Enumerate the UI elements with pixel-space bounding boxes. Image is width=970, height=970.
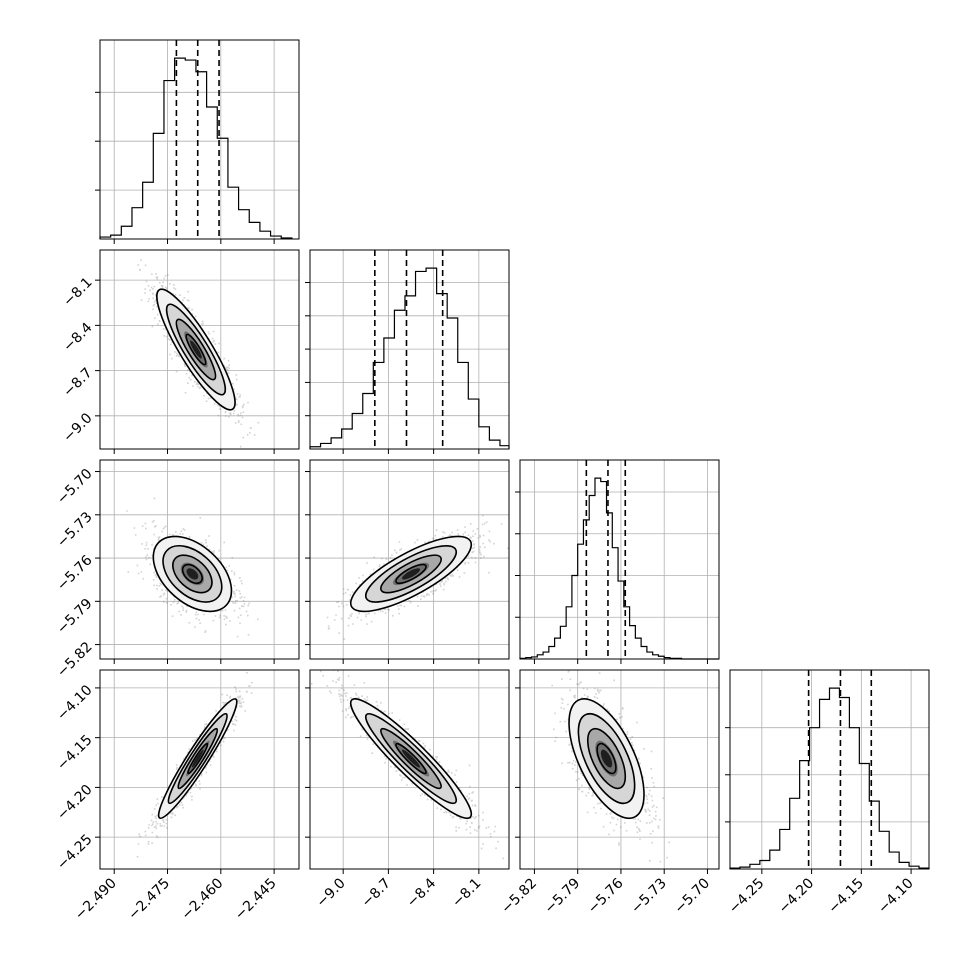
y-tick-label-1-2: −8.4	[60, 320, 95, 355]
pair-panel-2-1	[305, 459, 510, 664]
y-tick-label-3-3: −4.10	[54, 682, 96, 724]
y-tick-label-3-2: −4.15	[54, 732, 96, 774]
pair-1-contour-3	[152, 535, 233, 613]
pair-panel-2-0	[95, 459, 300, 664]
pair-4-density-4	[401, 749, 421, 768]
hist-3-frame	[729, 669, 930, 870]
pair-4-contour-1	[380, 727, 442, 790]
hist-1-frame	[309, 249, 510, 450]
hist-0-frame	[99, 39, 300, 240]
pair-0-density-4	[190, 340, 202, 359]
pair-0-contour-1	[175, 318, 217, 381]
x-tick-label-1-1: −8.7	[359, 875, 394, 910]
pair-5-density-4	[600, 749, 613, 768]
pair-2-contour-0	[395, 563, 427, 585]
pair-5-contour-3	[568, 698, 645, 820]
x-tick-label-1-0: −9.0	[313, 875, 348, 910]
pair-3-contour-2	[167, 712, 228, 805]
y-tick-label-1-0: −9.0	[60, 410, 95, 445]
y-tick-label-2-1: −5.79	[54, 596, 96, 638]
pair-3-density-4	[191, 749, 204, 768]
pair-3-contour-3	[157, 698, 238, 820]
y-tick-label-2-4: −5.70	[54, 466, 96, 508]
hist-3-bars	[729, 687, 930, 869]
y-tick-label-1-3: −8.1	[60, 274, 95, 309]
x-tick-label-3-1: −4.20	[776, 875, 818, 917]
hist-panel-3	[725, 669, 930, 874]
x-tick-label-2-1: −5.79	[542, 875, 584, 917]
x-tick-label-3-3: −4.10	[875, 875, 917, 917]
pair-1-frame	[99, 459, 300, 660]
x-tick-label-0-1: −2.475	[125, 875, 173, 923]
pair-2-contour-3	[349, 535, 473, 613]
y-tick-label-2-3: −5.73	[54, 509, 96, 551]
pair-5-contour-1	[586, 727, 627, 790]
y-tick-label-3-1: −4.20	[54, 782, 96, 824]
y-tick-label-2-0: −5.82	[54, 639, 96, 681]
hist-2-bars	[519, 477, 719, 660]
pair-4-frame	[309, 669, 510, 870]
x-tick-label-3-2: −4.15	[825, 875, 867, 917]
x-tick-label-0-0: −2.490	[72, 875, 120, 923]
x-tick-label-3-0: −4.25	[726, 875, 768, 917]
x-tick-label-2-2: −5.76	[585, 875, 627, 917]
pair-4-contour-3	[349, 698, 473, 820]
pair-0-contour-3	[156, 288, 236, 411]
pair-3-contour-0	[187, 742, 209, 775]
pair-1-density-4	[186, 568, 199, 580]
pair-panel-3-2	[515, 669, 720, 874]
pair-3-frame	[99, 669, 300, 870]
pair-4-contour-0	[395, 742, 427, 775]
y-tick-label-3-0: −4.25	[54, 832, 96, 874]
pair-panel-1-0	[95, 249, 300, 454]
x-tick-label-2-0: −5.82	[498, 875, 540, 917]
y-tick-label-2-2: −5.76	[54, 552, 96, 594]
pair-2-frame	[309, 459, 510, 660]
x-tick-label-0-2: −2.460	[179, 875, 227, 923]
x-tick-label-1-3: −8.1	[449, 875, 484, 910]
hist-2-frame	[519, 459, 720, 660]
pair-2-density-4	[401, 568, 421, 580]
pair-3-contour-1	[177, 727, 219, 790]
x-tick-label-0-3: −2.445	[232, 875, 280, 923]
pair-5-contour-0	[596, 742, 617, 775]
pair-panel-3-0	[95, 669, 300, 874]
pair-2-contour-1	[380, 554, 442, 594]
x-tick-label-2-4: −5.70	[671, 875, 713, 917]
hist-panel-2	[515, 459, 720, 664]
pair-5-contour-2	[577, 712, 636, 805]
pair-1-contour-0	[181, 563, 203, 585]
x-tick-label-1-2: −8.4	[404, 875, 439, 910]
pair-1-contour-2	[162, 545, 223, 603]
y-tick-label-1-1: −8.7	[60, 365, 95, 400]
hist-panel-0	[95, 39, 300, 244]
pair-0-contour-2	[165, 303, 227, 396]
pair-panel-3-1	[305, 669, 510, 874]
pair-4-contour-2	[364, 712, 458, 805]
pair-1-contour-1	[172, 554, 213, 594]
pair-0-frame	[99, 249, 300, 450]
hist-panel-1	[305, 249, 510, 454]
hist-0-bars	[99, 57, 293, 239]
pair-5-frame	[519, 669, 720, 870]
x-tick-label-2-3: −5.73	[628, 875, 670, 917]
pair-0-contour-0	[185, 333, 207, 366]
pair-2-contour-2	[364, 545, 458, 603]
hist-1-bars	[309, 267, 510, 449]
